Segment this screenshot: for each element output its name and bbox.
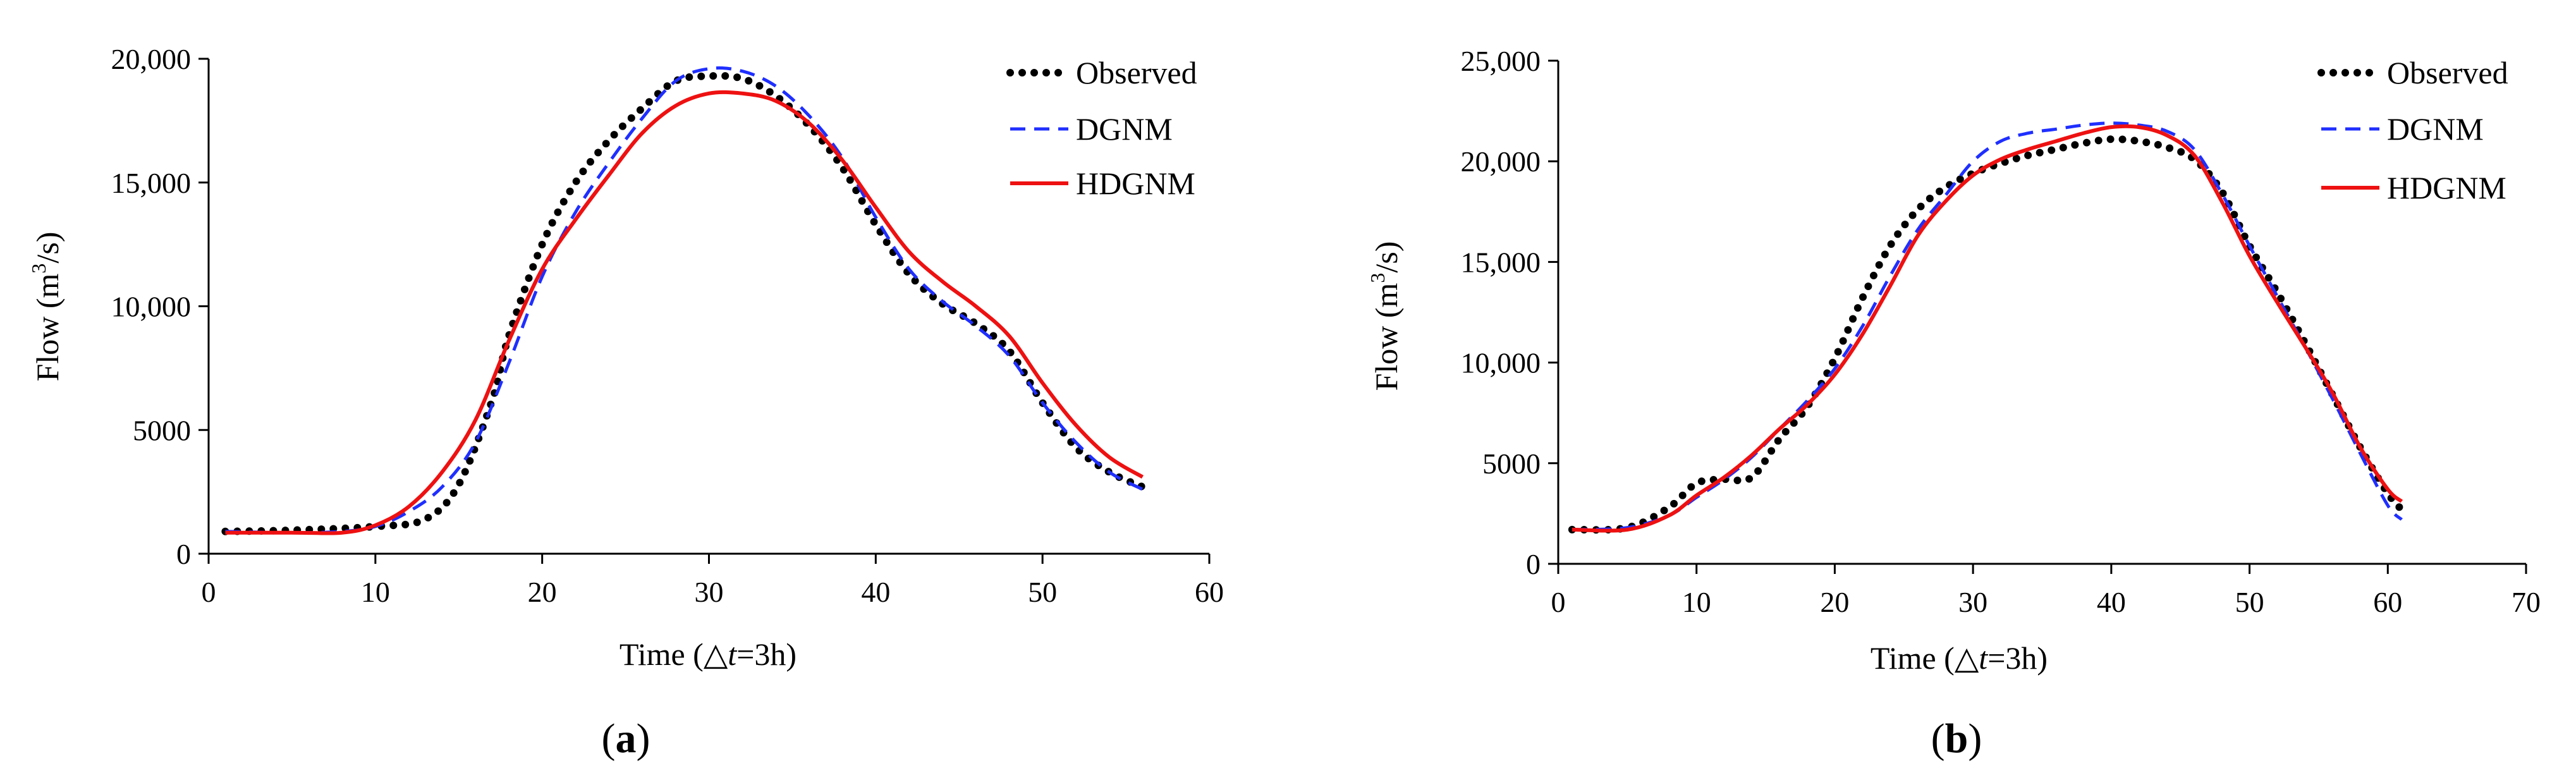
series-hdgnm-a — [225, 90, 1144, 535]
legend-a: Observed DGNM HDGNM — [1006, 55, 1197, 201]
x-tick-label-40: 40 — [861, 576, 890, 608]
y-tick-label-25000: 25,000 — [1461, 45, 1541, 77]
x-tick-label-50: 50 — [2235, 586, 2264, 618]
x-tick-label-0: 0 — [1551, 586, 1566, 618]
x-tick-label-30: 30 — [695, 576, 724, 608]
x-tick-labels-b: 0 10 20 30 40 50 60 70 — [1551, 586, 2541, 618]
y-axis-title-a: Flow (m3/s) — [27, 232, 65, 382]
x-tick-marks-b — [1557, 564, 2527, 574]
y-tick-marks-a — [198, 58, 209, 555]
x-tick-marks-a — [207, 554, 1211, 564]
y-tick-label-5000: 5000 — [133, 414, 191, 446]
x-tick-labels-a: 0 10 20 30 40 50 60 — [202, 576, 1224, 608]
x-tick-label-30: 30 — [1958, 586, 1987, 618]
panel-label-a: (a) — [602, 716, 650, 762]
x-tick-label-60: 60 — [2373, 586, 2402, 618]
y-tick-label-15000: 15,000 — [1461, 246, 1541, 278]
y-axis-title-b: Flow (m3/s) — [1366, 241, 1404, 391]
legend-label-hdgnm-b: HDGNM — [2387, 170, 2506, 205]
x-axis-title-a: Time (△t=3h) — [620, 637, 797, 672]
y-tick-label-10000: 10,000 — [111, 291, 192, 323]
y-tick-label-20000: 20,000 — [111, 43, 192, 75]
y-tick-labels-b: 0 5000 10,000 15,000 20,000 25,000 — [1461, 45, 1541, 580]
series-layer-b — [1568, 121, 2406, 534]
x-tick-label-20: 20 — [528, 576, 557, 608]
chart-panel-b: 0 5000 10,000 15,000 20,000 25,000 0 10 20 30 40 5… — [1366, 45, 2541, 762]
x-tick-label-0: 0 — [202, 576, 216, 608]
y-tick-label-5000: 5000 — [1482, 448, 1541, 480]
x-tick-label-10: 10 — [1682, 586, 1711, 618]
chart-panel-a: 0 5000 10,000 15,000 20,000 0 10 20 30 40 50 60 Fl… — [27, 43, 1224, 762]
legend-label-dgnm-a: DGNM — [1076, 111, 1173, 147]
series-observed-a — [221, 71, 1147, 535]
legend-label-hdgnm-a: HDGNM — [1076, 166, 1195, 201]
x-tick-label-40: 40 — [2097, 586, 2126, 618]
y-tick-label-15000: 15,000 — [111, 167, 192, 199]
x-tick-label-60: 60 — [1195, 576, 1224, 608]
legend-label-observed-b: Observed — [2387, 55, 2508, 90]
x-tick-label-50: 50 — [1028, 576, 1057, 608]
x-tick-label-20: 20 — [1820, 586, 1849, 618]
x-tick-label-10: 10 — [361, 576, 390, 608]
legend-label-observed-a: Observed — [1076, 55, 1197, 90]
y-tick-labels-a: 0 5000 10,000 15,000 20,000 — [111, 43, 192, 570]
y-tick-marks-b — [1548, 59, 1558, 565]
series-dgnm-a — [225, 66, 1144, 535]
legend-label-dgnm-b: DGNM — [2387, 111, 2484, 147]
panel-label-b: (b) — [1931, 716, 1982, 762]
legend-b: Observed DGNM HDGNM — [2317, 55, 2508, 205]
x-tick-label-70: 70 — [2512, 586, 2541, 618]
series-hdgnm-b — [1572, 124, 2403, 533]
series-observed-b — [1568, 135, 2406, 534]
y-tick-label-10000: 10,000 — [1461, 347, 1541, 379]
y-tick-label-20000: 20,000 — [1461, 145, 1541, 178]
series-dgnm-b — [1572, 121, 2403, 532]
y-tick-label-0: 0 — [1526, 548, 1541, 580]
y-tick-label-0: 0 — [176, 538, 191, 570]
x-axis-title-b: Time (△t=3h) — [1871, 640, 2048, 676]
series-layer-a — [221, 66, 1147, 535]
